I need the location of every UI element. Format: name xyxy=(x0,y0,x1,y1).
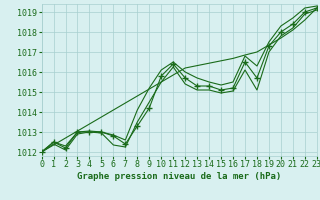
X-axis label: Graphe pression niveau de la mer (hPa): Graphe pression niveau de la mer (hPa) xyxy=(77,172,281,181)
